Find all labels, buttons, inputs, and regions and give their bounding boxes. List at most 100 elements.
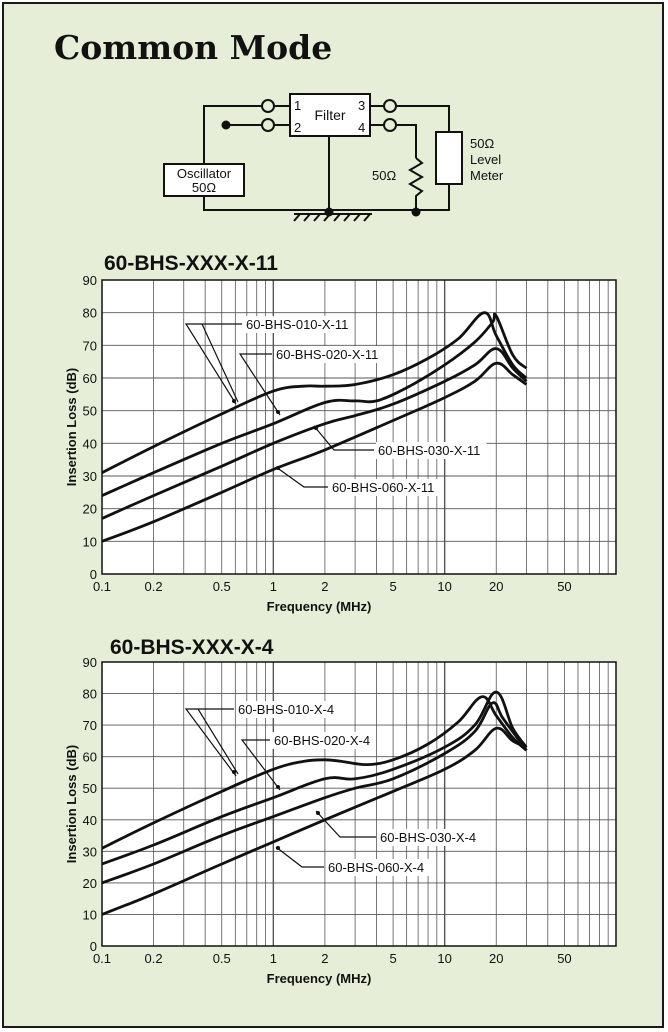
callout-leader: [184, 708, 239, 777]
pin-2-label: 2: [294, 120, 301, 135]
meter-label-line1: 50Ω: [470, 136, 494, 151]
y-tick-label: 50: [83, 781, 97, 796]
callout-label: 60-BHS-010-X-11: [246, 317, 348, 332]
y-axis-label: Insertion Loss (dB): [64, 368, 79, 486]
level-meter-box: [435, 131, 463, 185]
oscillator-impedance: 50Ω: [192, 180, 216, 195]
y-tick-label: 30: [83, 469, 97, 484]
callout-label-bg: [378, 829, 482, 846]
y-tick-label: 40: [83, 813, 97, 828]
chart-title: 60-BHS-XXX-X-11: [104, 252, 278, 275]
plot-frame: [101, 279, 617, 575]
oscillator-box: [163, 163, 245, 197]
x-axis-label: Frequency (MHz): [267, 971, 372, 986]
callout-arrowhead: [232, 399, 236, 403]
callout-leader: [275, 466, 328, 488]
series-line-1: [101, 695, 528, 850]
x-tick-label: 0.5: [213, 951, 231, 966]
x-tick-label: 10: [437, 951, 451, 966]
callout-arrowhead: [232, 770, 236, 774]
terminal-circle: [261, 99, 275, 113]
y-tick-label: 50: [83, 404, 97, 419]
callout-arrowhead: [316, 811, 320, 815]
callout-label: 60-BHS-060-X-4: [328, 860, 424, 875]
x-tick-label: 1: [270, 951, 277, 966]
callout-arrowhead: [314, 426, 318, 430]
y-tick-label: 0: [90, 567, 97, 582]
callout-label-bg: [244, 316, 355, 333]
plot-frame: [101, 661, 617, 947]
callout-leader: [238, 353, 281, 416]
y-tick-label: 80: [83, 687, 97, 702]
series-line-2: [101, 312, 528, 497]
y-axis-label: Insertion Loss (dB): [64, 745, 79, 863]
y-tick-label: 10: [83, 534, 97, 549]
callout-leader: [275, 846, 324, 868]
callout-arrowhead: [276, 410, 280, 414]
page-title: Common Mode: [54, 28, 333, 67]
x-tick-label: 50: [557, 579, 571, 594]
y-tick-label: 70: [83, 718, 97, 733]
pin-3-label: 3: [358, 98, 365, 113]
circuit-schematic: 1 2 3 4 Filter Oscillator 50Ω 50Ω 50Ω Le…: [163, 93, 504, 222]
wire: [324, 184, 450, 211]
series-line-2: [101, 690, 528, 866]
x-tick-label: 20: [489, 579, 503, 594]
junction-dot: [411, 207, 421, 217]
junction-dot: [324, 207, 334, 217]
y-tick-label: 20: [83, 502, 97, 517]
callout-arrowhead: [276, 466, 280, 470]
callout-label: 60-BHS-060-X-11: [332, 480, 434, 495]
series-line-4: [101, 361, 528, 543]
callout-label: 60-BHS-020-X-11: [276, 347, 378, 362]
plot-area: [102, 662, 616, 946]
wire: [203, 105, 324, 211]
plot-area: [102, 280, 616, 574]
x-tick-label: 10: [437, 579, 451, 594]
x-tick-label: 20: [489, 951, 503, 966]
y-tick-label: 40: [83, 436, 97, 451]
insertion-loss-chart-x4: 60-BHS-XXX-X-4 0 10 20 30 40 50 60 70 80 90 0.1 0.2 0…: [64, 636, 617, 986]
x-tick-label: 0.1: [93, 951, 111, 966]
callout-leader: [184, 323, 242, 405]
x-tick-label: 5: [389, 951, 396, 966]
x-axis-label: Frequency (MHz): [267, 599, 372, 614]
callout-label-bg: [376, 442, 487, 459]
series-line-3: [101, 701, 528, 885]
callout-arrowhead: [276, 785, 280, 789]
x-tick-label: 2: [321, 951, 328, 966]
callout-label: 60-BHS-030-X-4: [380, 830, 476, 845]
y-tick-label: 90: [83, 655, 97, 670]
x-tick-label: 5: [389, 579, 396, 594]
wire: [396, 124, 417, 158]
terminal-circle: [383, 118, 397, 132]
series-line-4: [101, 726, 527, 916]
x-grid: [153, 662, 609, 946]
resistor: [408, 157, 424, 210]
ground-icon: [293, 213, 372, 222]
terminal-circle: [261, 118, 275, 132]
y-tick-label: 90: [83, 273, 97, 288]
callout-label-bg: [274, 346, 385, 363]
insertion-loss-chart-x11: 60-BHS-XXX-X-11 0 10 20 30 40 50 60 70 80 90 0.1 0.2…: [64, 252, 617, 614]
callout-label: 60-BHS-020-X-4: [274, 733, 370, 748]
y-tick-label: 60: [83, 750, 97, 765]
callout-label: 60-BHS-030-X-11: [378, 443, 480, 458]
meter-label-line2: Level: [470, 152, 501, 167]
series-line-3: [101, 347, 528, 520]
y-tick-label: 20: [83, 876, 97, 891]
callout-label-bg: [272, 732, 376, 749]
y-tick-label: 0: [90, 939, 97, 954]
callout-leader: [313, 425, 374, 451]
series-line-1: [101, 311, 528, 474]
callout-leader: [240, 739, 281, 791]
y-tick-label: 30: [83, 844, 97, 859]
y-tick-label: 10: [83, 907, 97, 922]
pin-1-label: 1: [294, 98, 301, 113]
y-tick-label: 70: [83, 338, 97, 353]
pin-4-label: 4: [358, 120, 365, 135]
wire: [396, 105, 450, 132]
y-tick-label: 80: [83, 306, 97, 321]
y-tick-label: 60: [83, 371, 97, 386]
